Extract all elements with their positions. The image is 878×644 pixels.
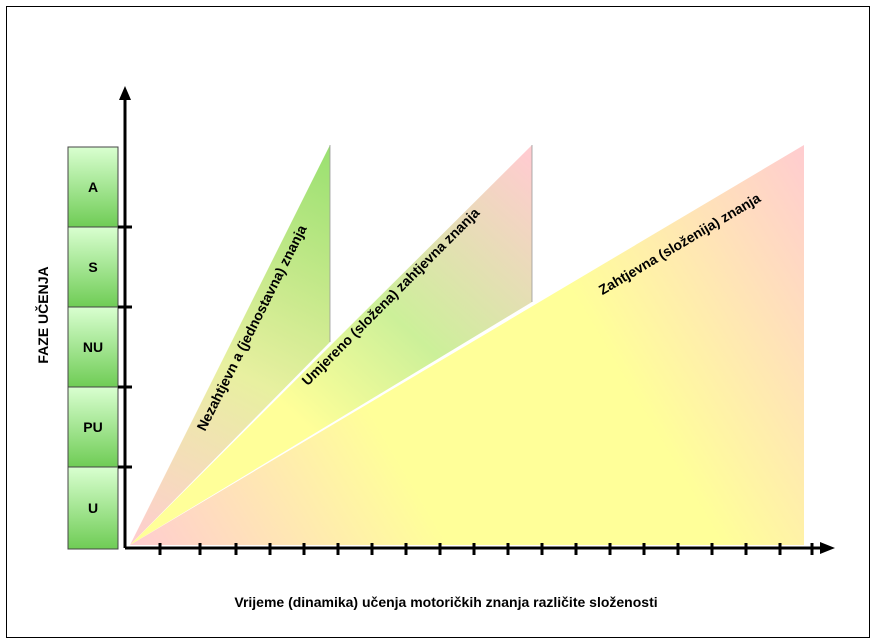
phase-label-u: U — [88, 500, 98, 516]
y-axis — [118, 86, 132, 548]
phase-label-a: A — [88, 179, 98, 195]
x-axis — [125, 542, 835, 555]
y-axis-title: FAZE UČENJA — [34, 266, 51, 363]
triangle-simple — [130, 145, 330, 545]
phase-box-s — [67, 226, 119, 308]
phase-label-s: S — [88, 259, 97, 275]
x-axis-title: Vrijeme (dinamika) učenja motoričkih zna… — [234, 594, 657, 610]
phase-box-pu — [67, 386, 119, 468]
phase-box-u — [67, 466, 119, 550]
phase-column: A S NU PU U — [67, 146, 119, 550]
y-axis-arrow-icon — [119, 86, 131, 100]
triangle-medium — [130, 145, 532, 545]
phase-box-nu — [67, 306, 119, 388]
phase-label-nu: NU — [83, 339, 103, 355]
phase-label-pu: PU — [83, 419, 102, 435]
x-axis-arrow-icon — [820, 542, 835, 554]
triangle-demanding — [130, 145, 804, 545]
